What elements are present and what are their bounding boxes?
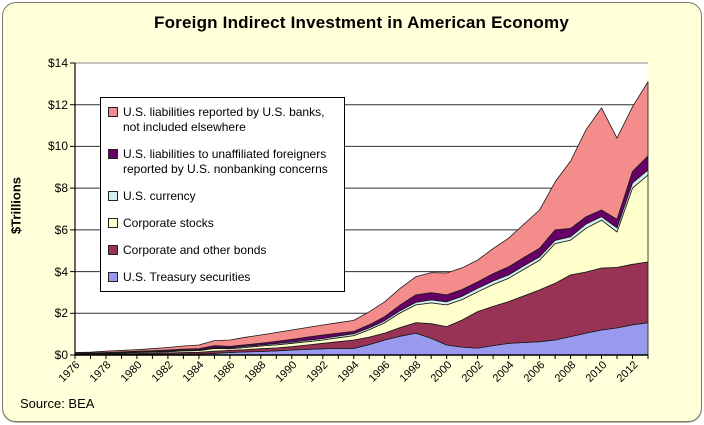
legend-item: Corporate stocks [108,216,338,231]
y-tick-label: $14 [47,56,68,70]
legend-item: U.S. Treasury securities [108,270,338,285]
legend-list: U.S. liabilities reported by U.S. banks,… [108,105,338,285]
legend-label: U.S. liabilities reported by U.S. banks,… [123,105,325,134]
legend-swatch-nonbank [108,148,118,159]
y-tick-label: $6 [54,222,68,237]
legend-label: U.S. liabilities to unaffiliated foreign… [123,147,328,176]
legend-swatch-currency [108,190,118,201]
legend-label: U.S. Treasury securities [123,270,251,284]
legend-swatch-stocks [108,217,118,228]
legend-item: U.S. liabilities reported by U.S. banks,… [108,105,338,135]
y-tick-label: $4 [54,264,68,279]
y-tick-label: $8 [54,181,68,196]
y-tick-label: $2 [54,306,68,321]
y-axis-title: $Trillions [8,176,24,235]
y-tick-label: $12 [47,97,68,112]
legend-swatch-treasury [108,271,118,282]
chart-title: Foreign Indirect Investment in American … [154,13,569,32]
source-note: Source: BEA [20,396,95,411]
legend: U.S. liabilities reported by U.S. banks,… [100,97,345,292]
legend-swatch-bonds [108,244,118,255]
y-tick-label: $0 [54,348,68,362]
legend-swatch-banks [108,106,118,117]
legend-item: U.S. currency [108,189,338,204]
area-banks [74,81,649,354]
legend-label: Corporate stocks [123,216,214,230]
legend-item: U.S. liabilities to unaffiliated foreign… [108,147,338,177]
legend-item: Corporate and other bonds [108,243,338,258]
y-tick-label: $10 [47,139,68,154]
legend-label: Corporate and other bonds [123,243,267,257]
legend-label: U.S. currency [123,189,196,203]
